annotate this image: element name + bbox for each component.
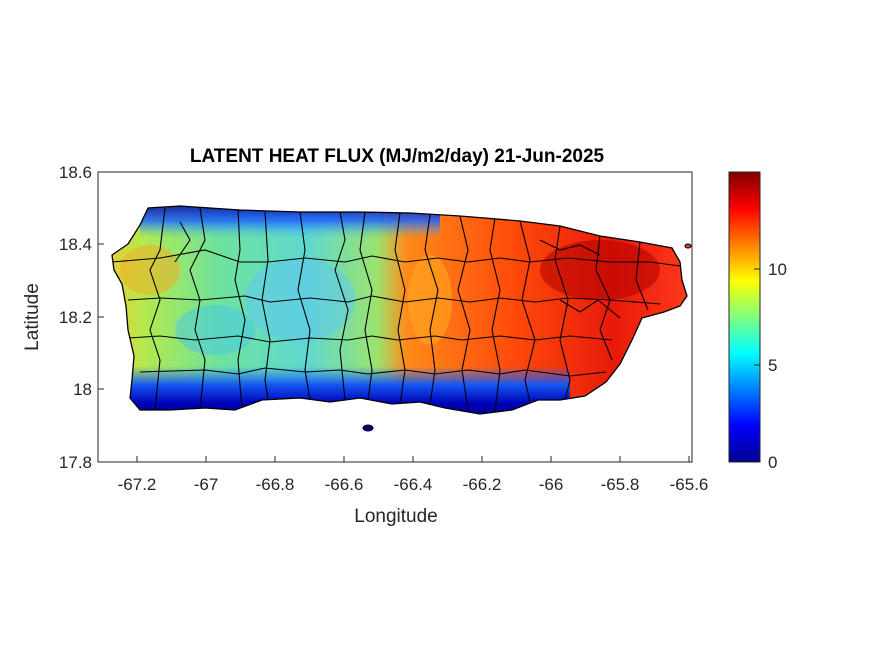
x-tick-label: -67 bbox=[194, 475, 219, 494]
x-tick-label: -66.2 bbox=[463, 475, 502, 494]
y-axis-label: Latitude bbox=[22, 283, 43, 351]
colorbar-ticks bbox=[754, 268, 760, 463]
islet bbox=[362, 424, 374, 432]
y-tick-label: 18.4 bbox=[59, 235, 92, 254]
x-tick-label: -67.2 bbox=[118, 475, 157, 494]
colorbar-tick-label: 5 bbox=[768, 356, 777, 375]
colorbar-tick-label: 10 bbox=[768, 260, 787, 279]
chart-title: LATENT HEAT FLUX (MJ/m2/day) 21-Jun-2025 bbox=[190, 146, 605, 167]
y-tick-label: 17.8 bbox=[59, 453, 92, 472]
x-tick-labels: -67.2 -67 -66.8 -66.6 -66.4 -66.2 -66 -6… bbox=[118, 475, 709, 494]
x-tick-label: -65.8 bbox=[601, 475, 640, 494]
y-tick-label: 18 bbox=[73, 380, 92, 399]
y-tick-label: 18.6 bbox=[59, 163, 92, 182]
x-tick-label: -65.6 bbox=[670, 475, 709, 494]
y-axis bbox=[98, 171, 104, 463]
y-tick-labels: 18.6 18.4 18.2 18 17.8 bbox=[59, 163, 92, 472]
x-tick-label: -66.4 bbox=[394, 475, 433, 494]
x-axis bbox=[136, 456, 690, 462]
x-tick-label: -66.6 bbox=[325, 475, 364, 494]
y-tick-label: 18.2 bbox=[59, 308, 92, 327]
x-tick-label: -66 bbox=[539, 475, 564, 494]
colorbar-tick-label: 0 bbox=[768, 453, 777, 472]
x-tick-label: -66.8 bbox=[256, 475, 295, 494]
colorbar bbox=[728, 171, 761, 463]
x-axis-label: Longitude bbox=[354, 506, 437, 527]
municipal-boundaries bbox=[112, 207, 681, 413]
islet bbox=[684, 243, 692, 249]
